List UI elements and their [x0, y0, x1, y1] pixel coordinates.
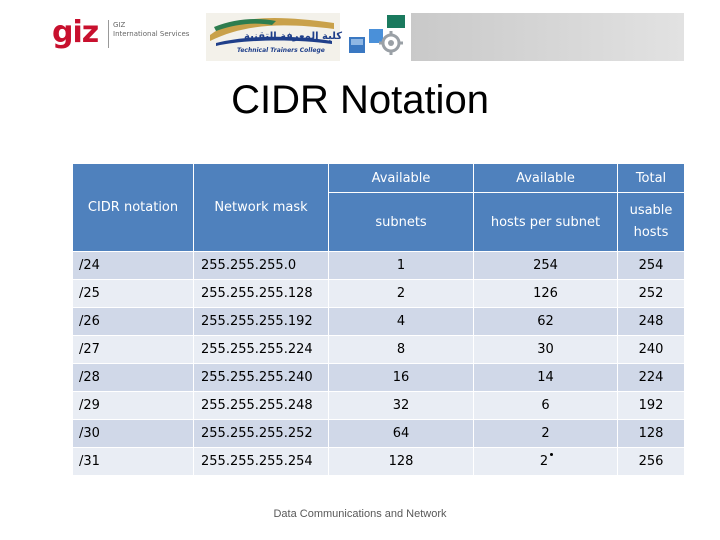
total-hosts-cell: 240 — [617, 335, 685, 364]
total-hosts-cell: 128 — [617, 419, 685, 448]
network-mask-cell: 255.255.255.254 — [193, 447, 329, 476]
tools-logo — [343, 13, 411, 61]
header-available-hosts-bottom: hosts per subnet — [473, 192, 618, 252]
cidr-cell: /29 — [72, 391, 194, 420]
header-total-bottom: usable hosts — [617, 192, 685, 252]
cidr-cell: /25 — [72, 279, 194, 308]
hosts-cell: 14 — [473, 363, 618, 392]
network-mask-cell: 255.255.255.192 — [193, 307, 329, 336]
subnets-cell: 4 — [328, 307, 474, 336]
network-mask-cell: 255.255.255.252 — [193, 419, 329, 448]
cidr-cell: /30 — [72, 419, 194, 448]
network-mask-cell: 255.255.255.0 — [193, 251, 329, 280]
table-row: /30 255.255.255.252 64 2 128 — [72, 419, 685, 448]
giz-logo-word: giz — [52, 15, 99, 50]
table-row: /29 255.255.255.248 32 6 192 — [72, 391, 685, 420]
subnets-cell: 2 — [328, 279, 474, 308]
giz-logo-subtext: GIZ International Services — [113, 21, 190, 38]
subnets-cell: 1 — [328, 251, 474, 280]
network-mask-cell: 255.255.255.224 — [193, 335, 329, 364]
college-logo-arabic: كلية المعرفة التقنية — [244, 31, 343, 42]
table-header-row-1: CIDR notation Network mask Available Ava… — [72, 163, 685, 252]
cidr-cell: /31 — [72, 447, 194, 476]
total-hosts-cell: 256 — [617, 447, 685, 476]
table-row: /26 255.255.255.192 4 62 248 — [72, 307, 685, 336]
cidr-table: CIDR notation Network mask Available Ava… — [72, 163, 685, 476]
cidr-cell: /27 — [72, 335, 194, 364]
cidr-cell: /24 — [72, 251, 194, 280]
subnets-cell: 8 — [328, 335, 474, 364]
table-row: /28 255.255.255.240 16 14 224 — [72, 363, 685, 392]
table-row: /27 255.255.255.224 8 30 240 — [72, 335, 685, 364]
hosts-cell: 6 — [473, 391, 618, 420]
slide-footer: Data Communications and Network — [273, 508, 447, 520]
table-row: /25 255.255.255.128 2 126 252 — [72, 279, 685, 308]
table-header-row-2: subnets hosts per subnet usable hosts — [73, 192, 685, 252]
table-body: /24 255.255.255.0 1 254 254/25 255.255.255.12… — [72, 251, 685, 476]
total-hosts-cell: 248 — [617, 307, 685, 336]
hosts-cell: 254 — [473, 251, 618, 280]
hosts-cell: 2 — [473, 419, 618, 448]
total-hosts-cell: 224 — [617, 363, 685, 392]
network-mask-cell: 255.255.255.240 — [193, 363, 329, 392]
table-row: /24 255.255.255.0 1 254 254 — [72, 251, 685, 280]
hosts-cell: 2 — [473, 447, 618, 476]
subnets-cell: 128 — [328, 447, 474, 476]
total-hosts-cell: 254 — [617, 251, 685, 280]
college-logo-english: Technical Trainers College — [237, 47, 325, 54]
college-logo-graphic — [210, 18, 334, 46]
giz-logo-divider — [108, 20, 109, 48]
header-network-mask: Network mask — [193, 163, 329, 252]
cidr-cell: /26 — [72, 307, 194, 336]
cidr-cell: /28 — [72, 363, 194, 392]
hosts-cell: 126 — [473, 279, 618, 308]
header-available-hosts-top: Available — [473, 163, 618, 193]
header-available-subnets-bottom: subnets — [328, 192, 474, 252]
college-logo: كلية المعرفة التقنية Technical Trainers … — [206, 13, 343, 61]
header-cidr-notation: CIDR notation — [72, 163, 194, 252]
hosts-cell: 30 — [473, 335, 618, 364]
giz-logo: giz GIZ International Services — [52, 16, 202, 52]
subnets-cell: 32 — [328, 391, 474, 420]
header-gray-band — [411, 13, 684, 61]
subnets-cell: 64 — [328, 419, 474, 448]
header-total-top: Total — [617, 163, 685, 193]
network-mask-cell: 255.255.255.128 — [193, 279, 329, 308]
stray-dot-mark — [550, 453, 554, 456]
subnets-cell: 16 — [328, 363, 474, 392]
table-row: /31 255.255.255.254 128 2 256 — [72, 447, 685, 476]
slide-title: CIDR Notation — [231, 78, 489, 122]
total-hosts-cell: 252 — [617, 279, 685, 308]
header-available-subnets-top: Available — [328, 163, 474, 193]
total-hosts-cell: 192 — [617, 391, 685, 420]
hosts-cell: 62 — [473, 307, 618, 336]
gear-tools-icon — [349, 15, 405, 55]
network-mask-cell: 255.255.255.248 — [193, 391, 329, 420]
